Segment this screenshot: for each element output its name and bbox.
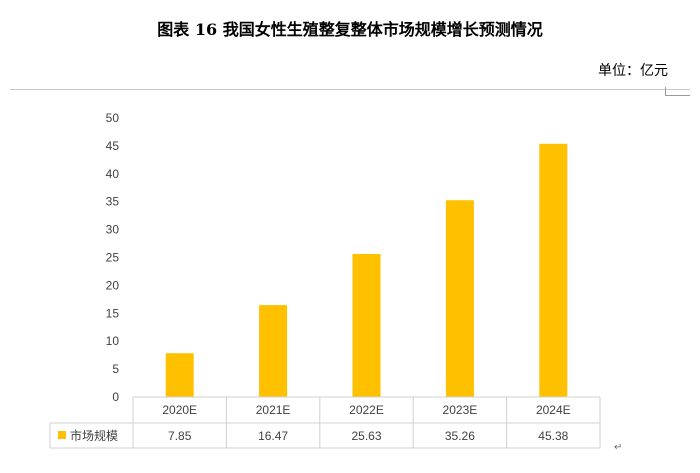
- y-tick-label: 5: [112, 362, 119, 376]
- axis-layer: 0 5 10 15 20 25 30 35 40 45 50: [106, 111, 120, 404]
- paragraph-mark-icon: ↵: [614, 442, 623, 453]
- bar-2024E: [539, 143, 568, 397]
- y-tick-label: 0: [112, 390, 119, 404]
- chart-title: 图表 16 我国女性生殖整复整体市场规模增长预测情况: [157, 20, 543, 39]
- bar-layer: [165, 143, 568, 397]
- table-value-cell: 35.26: [445, 429, 475, 443]
- y-tick-label: 40: [106, 167, 120, 181]
- table-value-cell: 45.38: [538, 429, 568, 443]
- y-tick-label: 50: [106, 111, 120, 125]
- unit-label: 单位：亿元: [598, 63, 668, 79]
- bar-2020E: [165, 353, 194, 397]
- category-label: 2021E: [256, 403, 291, 417]
- legend-series-name: 市场规模: [70, 428, 118, 443]
- bar-2022E: [352, 253, 381, 397]
- category-label: 2022E: [349, 403, 384, 417]
- legend-key: [58, 431, 66, 439]
- bar-2023E: [445, 200, 474, 397]
- page-rule: [10, 89, 690, 90]
- y-tick-label: 45: [106, 139, 120, 153]
- y-tick-label: 35: [106, 195, 120, 209]
- category-label: 2024E: [536, 403, 571, 417]
- category-label: 2020E: [162, 403, 197, 417]
- y-tick-label: 15: [106, 306, 120, 320]
- y-tick-label: 30: [106, 223, 120, 237]
- y-tick-label: 10: [106, 334, 120, 348]
- table-value-cell: 25.63: [351, 429, 381, 443]
- category-label: 2023E: [443, 403, 478, 417]
- table-value-cell: 16.47: [258, 429, 288, 443]
- y-tick-label: 25: [106, 251, 120, 265]
- y-tick-label: 20: [106, 278, 120, 292]
- data-table: 2020E 2021E 2022E 2023E 2024E 市场规模 7.85 16.47 25…: [49, 396, 601, 449]
- bar-2021E: [259, 305, 288, 397]
- page-corner-mark: [665, 87, 690, 96]
- table-value-cell: 7.85: [168, 429, 192, 443]
